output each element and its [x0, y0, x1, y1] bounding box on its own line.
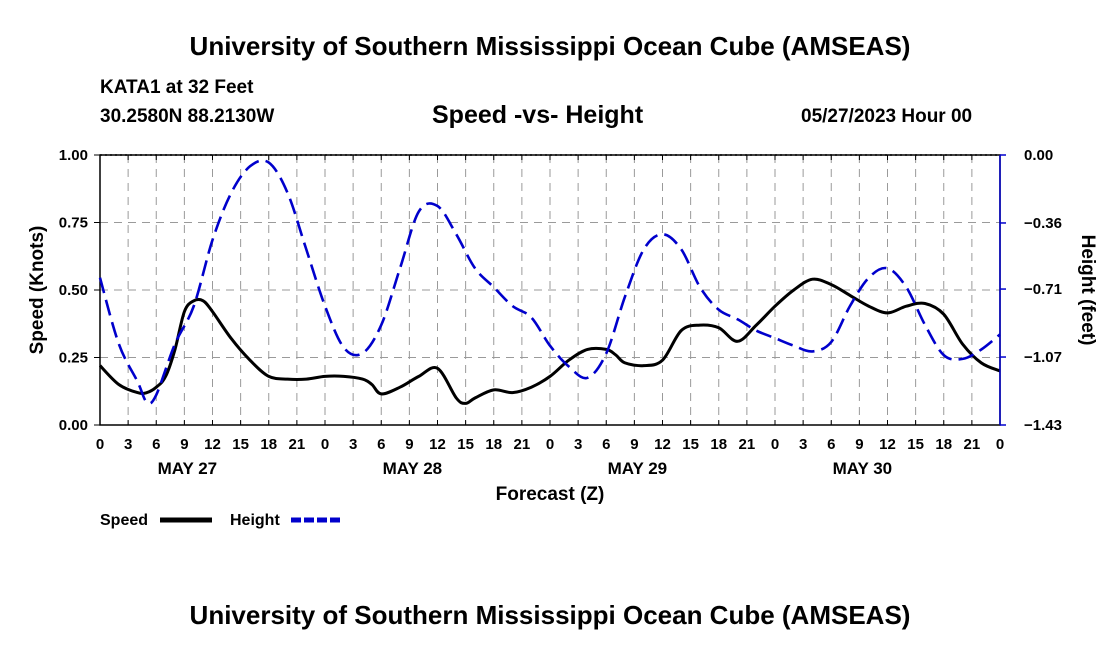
x-tick-label: 12 — [654, 436, 671, 453]
speed-series-line — [98, 277, 1001, 405]
x-tick-label: 15 — [682, 436, 699, 453]
day-label: MAY 27 — [158, 459, 218, 478]
x-tick-label: 12 — [429, 436, 446, 453]
y-right-tick-label: 0.00 — [1024, 147, 1053, 164]
y-left-tick-label: 0.50 — [59, 282, 88, 299]
chart-title: University of Southern Mississippi Ocean… — [189, 31, 911, 61]
x-tick-label: 0 — [96, 436, 104, 453]
x-tick-label: 21 — [289, 436, 306, 453]
series-layer — [98, 159, 1001, 405]
x-tick-label: 6 — [827, 436, 835, 453]
x-tick-label: 0 — [546, 436, 554, 453]
x-tick-label: 9 — [405, 436, 413, 453]
x-tick-label: 18 — [710, 436, 727, 453]
x-tick-label: 6 — [602, 436, 610, 453]
y-left-tick-label: 1.00 — [59, 147, 88, 164]
legend-speed-label: Speed — [100, 512, 148, 529]
y-left-tick-label: 0.25 — [59, 350, 88, 367]
x-tick-label: 9 — [855, 436, 863, 453]
x-tick-label: 3 — [124, 436, 132, 453]
x-tick-label: 15 — [232, 436, 249, 453]
x-axis-label: Forecast (Z) — [496, 484, 605, 505]
x-tick-label: 21 — [964, 436, 981, 453]
x-tick-label: 18 — [260, 436, 277, 453]
x-tick-label: 15 — [907, 436, 924, 453]
legend-height-label: Height — [230, 512, 280, 529]
y-right-tick-label: −0.36 — [1024, 215, 1062, 232]
x-tick-label: 3 — [799, 436, 807, 453]
x-tick-label: 9 — [630, 436, 638, 453]
y-axis-right-label: Height (feet) — [1077, 235, 1098, 346]
x-tick-label: 6 — [377, 436, 385, 453]
x-tick-label: 6 — [152, 436, 160, 453]
x-tick-label: 0 — [321, 436, 329, 453]
y-left-tick-label: 0.75 — [59, 215, 88, 232]
x-tick-label: 3 — [574, 436, 582, 453]
station-label: KATA1 at 32 Feet — [100, 77, 254, 98]
x-tick-label: 0 — [771, 436, 779, 453]
day-label: MAY 28 — [383, 459, 443, 478]
x-tick-label: 0 — [996, 436, 1004, 453]
x-tick-label: 18 — [935, 436, 952, 453]
day-label: MAY 29 — [608, 459, 668, 478]
y-axis-left-label: Speed (Knots) — [27, 226, 48, 355]
day-label: MAY 30 — [833, 459, 893, 478]
x-tick-label: 18 — [485, 436, 502, 453]
chart-subtitle: Speed -vs- Height — [432, 101, 644, 129]
x-tick-label: 12 — [204, 436, 221, 453]
y-right-tick-label: −1.43 — [1024, 417, 1062, 434]
y-right-tick-label: −0.71 — [1024, 281, 1062, 298]
axes-layer: 0 3 6 9 12 15 18 21 0 3 6 9 12 15 18 21 0 3 6 9 12 15 18 21 0 3 6 9… — [59, 147, 1062, 478]
x-tick-label: 15 — [457, 436, 474, 453]
station-coordinates: 30.2580N 88.2130W — [100, 106, 275, 127]
x-tick-label: 21 — [514, 436, 531, 453]
y-left-tick-label: 0.00 — [59, 417, 88, 434]
x-tick-label: 3 — [349, 436, 357, 453]
forecast-datetime: 05/27/2023 Hour 00 — [801, 106, 973, 127]
x-tick-label: 21 — [739, 436, 756, 453]
height-series-line — [98, 159, 1001, 405]
chart-grid — [100, 155, 1000, 425]
footer-title: University of Southern Mississippi Ocean… — [189, 600, 911, 630]
x-tick-label: 12 — [879, 436, 896, 453]
y-right-tick-label: −1.07 — [1024, 349, 1062, 366]
x-tick-label: 9 — [180, 436, 188, 453]
